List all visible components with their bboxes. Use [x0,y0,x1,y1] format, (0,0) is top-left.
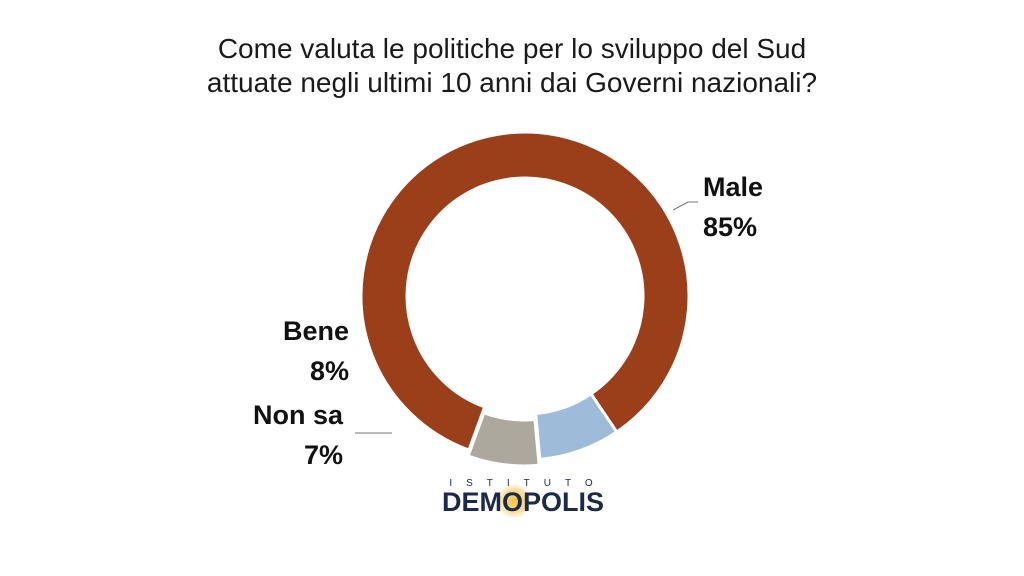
logo-small-text: ISTITUTO [449,478,607,489]
slice-non-sa [466,410,541,468]
demopolis-logo: ISTITUTO DEMOPOLIS [428,478,618,518]
label-non-sa-value: 7% [304,440,343,470]
logo-glow [497,484,531,518]
label-bene-value: 8% [310,356,349,386]
label-male-value: 85% [703,212,757,242]
label-male-name: Male [703,172,763,202]
title-line-1: Come valuta le politiche per lo sviluppo… [217,33,807,64]
label-non-sa-name: Non sa [253,400,344,430]
title-line-2: attuate negli ultimi 10 anni dai Governi… [206,67,818,98]
chart-title: Come valuta le politiche per lo sviluppo… [0,32,1024,100]
slice-male [359,130,691,453]
logo-main-text: DEMOPOLIS [441,487,604,517]
leader-line-male [672,201,698,211]
label-bene-name: Bene [283,316,349,346]
